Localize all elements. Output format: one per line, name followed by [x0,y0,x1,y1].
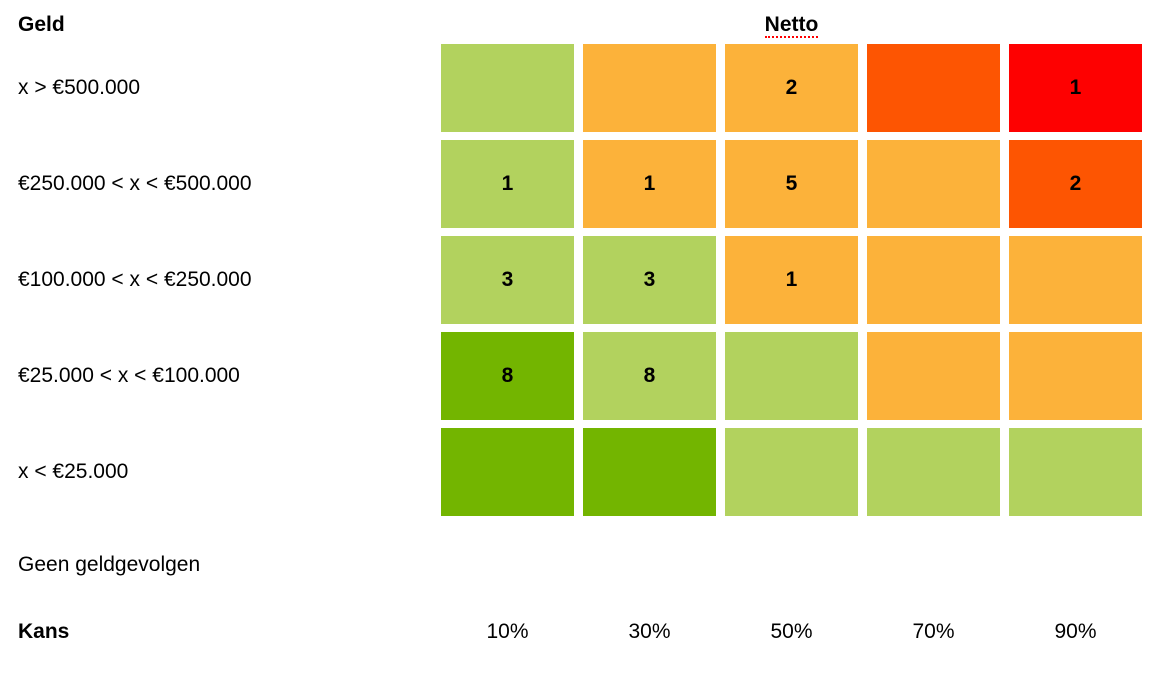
matrix-cell-r2-c5: 2 [1009,140,1142,228]
probability-tick: 90% [1054,620,1097,643]
matrix-cell-r4-c5 [1009,332,1142,420]
probability-tick: 10% [486,620,529,643]
matrix-cell-r5-c4 [867,428,1000,516]
matrix-cell-r2-c1: 1 [441,140,574,228]
x-axis-title: Netto [725,13,858,38]
matrix-cell-r1-c5: 1 [1009,44,1142,132]
row-label-no-consequence: Geen geldgevolgen [18,553,201,576]
matrix-cell-r3-c4 [867,236,1000,324]
probability-tick: 50% [770,620,813,643]
matrix-cell-r4-c1: 8 [441,332,574,420]
matrix-cell-r5-c3 [725,428,858,516]
row-label: €250.000 < x < €500.000 [18,172,252,195]
matrix-cell-r3-c3: 1 [725,236,858,324]
matrix-cell-r5-c2 [583,428,716,516]
matrix-cell-r1-c4 [867,44,1000,132]
matrix-cell-r3-c1: 3 [441,236,574,324]
matrix-cell-r1-c3: 2 [725,44,858,132]
matrix-cell-r3-c2: 3 [583,236,716,324]
matrix-cell-r2-c2: 1 [583,140,716,228]
matrix-cell-r4-c3 [725,332,858,420]
probability-tick: 30% [628,620,671,643]
probability-axis-label: Kans [18,620,70,643]
matrix-cell-r2-c3: 5 [725,140,858,228]
row-label: x > €500.000 [18,76,141,99]
matrix-cell-r3-c5 [1009,236,1142,324]
matrix-cell-r4-c4 [867,332,1000,420]
matrix-cell-r1-c2 [583,44,716,132]
matrix-cell-r5-c5 [1009,428,1142,516]
row-label: x < €25.000 [18,460,129,483]
matrix-cell-r4-c2: 8 [583,332,716,420]
y-axis-title: Geld [18,13,65,36]
x-axis-title-text: Netto [764,13,819,38]
matrix-cell-r5-c1 [441,428,574,516]
probability-tick: 70% [912,620,955,643]
matrix-cell-r1-c1 [441,44,574,132]
row-label: €100.000 < x < €250.000 [18,268,252,291]
row-label: €25.000 < x < €100.000 [18,364,240,387]
matrix-cell-r2-c4 [867,140,1000,228]
